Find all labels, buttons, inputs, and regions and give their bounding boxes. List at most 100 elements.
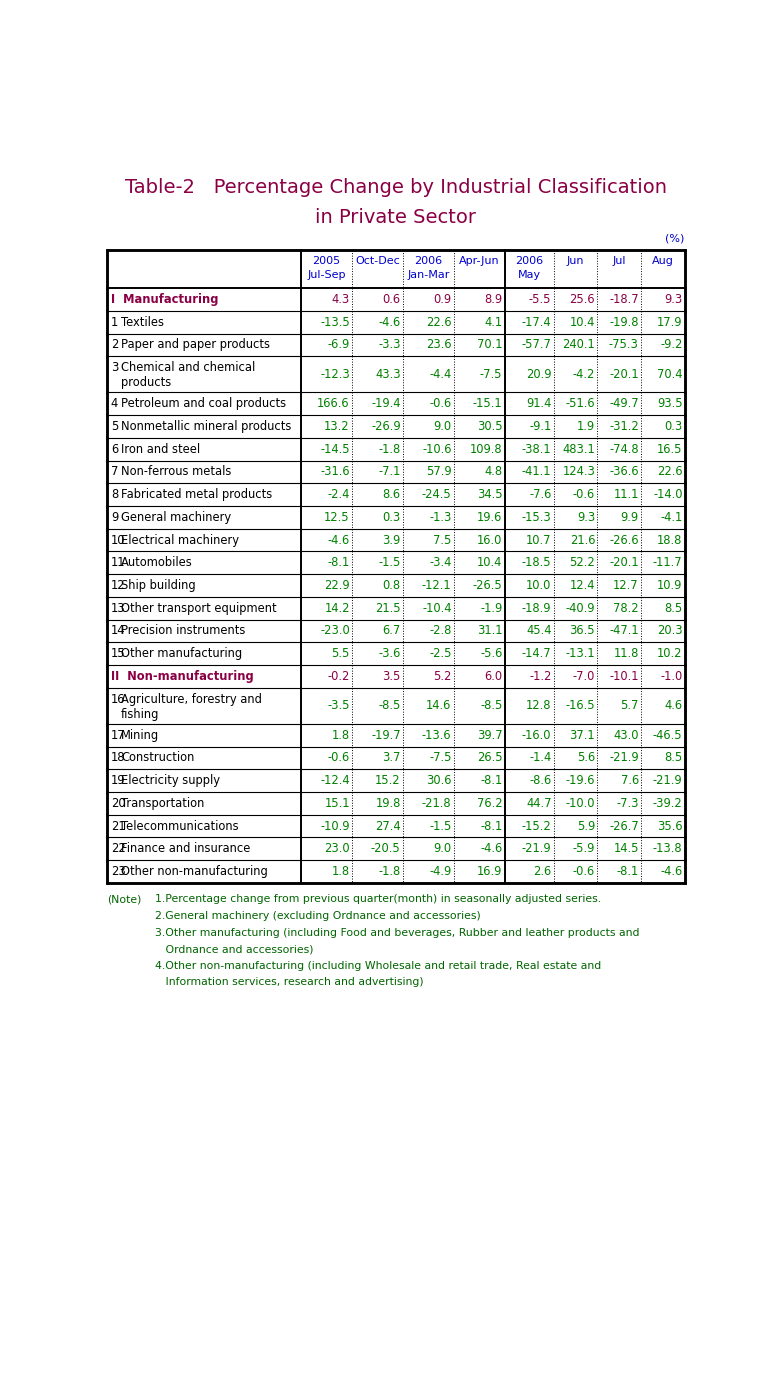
Text: Petroleum and coal products: Petroleum and coal products: [121, 397, 286, 411]
Text: Telecommunications: Telecommunications: [121, 820, 239, 833]
Text: -14.5: -14.5: [320, 442, 350, 456]
Text: 19: 19: [111, 774, 125, 787]
Text: -4.6: -4.6: [660, 866, 682, 878]
Text: -15.2: -15.2: [522, 820, 551, 833]
Text: Table-2   Percentage Change by Industrial Classification: Table-2 Percentage Change by Industrial …: [124, 179, 667, 198]
Text: -7.5: -7.5: [480, 368, 503, 381]
Text: -2.4: -2.4: [327, 488, 350, 502]
Text: -18.5: -18.5: [522, 556, 551, 569]
Text: Chemical and chemical: Chemical and chemical: [121, 361, 256, 374]
Text: -26.5: -26.5: [472, 578, 503, 592]
Text: 20.9: 20.9: [526, 368, 551, 381]
Text: -40.9: -40.9: [566, 602, 595, 614]
Text: -19.7: -19.7: [371, 728, 401, 742]
Text: 4.Other non-manufacturing (including Wholesale and retail trade, Real estate and: 4.Other non-manufacturing (including Who…: [154, 960, 601, 970]
Text: 21.6: 21.6: [570, 533, 595, 547]
Text: -0.2: -0.2: [327, 671, 350, 683]
Text: -7.6: -7.6: [529, 488, 551, 502]
Text: 17.9: 17.9: [657, 316, 682, 328]
Text: 124.3: 124.3: [562, 466, 595, 478]
Text: Oct-Dec: Oct-Dec: [355, 256, 400, 265]
Text: Agriculture, forestry and: Agriculture, forestry and: [121, 692, 262, 706]
Text: -5.6: -5.6: [480, 647, 503, 660]
Text: 9.3: 9.3: [577, 511, 595, 523]
Text: 15.1: 15.1: [324, 797, 350, 809]
Text: -74.8: -74.8: [609, 442, 639, 456]
Text: Electrical machinery: Electrical machinery: [121, 533, 239, 547]
Text: 70.4: 70.4: [657, 368, 682, 381]
Text: 14: 14: [111, 624, 125, 638]
Text: -1.8: -1.8: [378, 442, 401, 456]
Text: -7.0: -7.0: [573, 671, 595, 683]
Text: 5: 5: [111, 420, 118, 433]
Text: -15.3: -15.3: [522, 511, 551, 523]
Text: 19.8: 19.8: [375, 797, 401, 809]
Text: 57.9: 57.9: [426, 466, 452, 478]
Text: -75.3: -75.3: [609, 338, 639, 352]
Text: Jul-Sep: Jul-Sep: [307, 269, 346, 279]
Text: 0.3: 0.3: [382, 511, 401, 523]
Text: 76.2: 76.2: [477, 797, 503, 809]
Text: 2005: 2005: [313, 256, 340, 265]
Text: -51.6: -51.6: [566, 397, 595, 411]
Text: 16: 16: [111, 692, 125, 706]
Text: -10.4: -10.4: [422, 602, 452, 614]
Text: 1.Percentage change from previous quarter(month) in seasonally adjusted series.: 1.Percentage change from previous quarte…: [154, 894, 601, 904]
Text: 44.7: 44.7: [526, 797, 551, 809]
Text: -1.0: -1.0: [660, 671, 682, 683]
Text: -19.8: -19.8: [609, 316, 639, 328]
Text: -21.9: -21.9: [653, 774, 682, 787]
Text: 109.8: 109.8: [470, 442, 503, 456]
Text: General machinery: General machinery: [121, 511, 231, 523]
Text: -26.6: -26.6: [609, 533, 639, 547]
Text: -21.9: -21.9: [522, 842, 551, 856]
Text: 20.3: 20.3: [657, 624, 682, 638]
Text: -16.5: -16.5: [566, 699, 595, 712]
Text: 3: 3: [111, 361, 118, 374]
Text: 19.6: 19.6: [477, 511, 503, 523]
Text: 10.4: 10.4: [570, 316, 595, 328]
Text: -38.1: -38.1: [522, 442, 551, 456]
Text: 23: 23: [111, 866, 126, 878]
Text: -10.1: -10.1: [609, 671, 639, 683]
Text: 166.6: 166.6: [317, 397, 350, 411]
Text: Automobiles: Automobiles: [121, 556, 193, 569]
Text: -26.9: -26.9: [371, 420, 401, 433]
Text: 36.5: 36.5: [570, 624, 595, 638]
Text: 8.5: 8.5: [664, 602, 682, 614]
Text: 21: 21: [111, 820, 126, 833]
Text: -18.7: -18.7: [609, 293, 639, 306]
Text: 9.0: 9.0: [433, 420, 452, 433]
Text: 8.6: 8.6: [383, 488, 401, 502]
Bar: [107, 250, 685, 883]
Text: 18: 18: [111, 752, 125, 764]
Text: 11: 11: [111, 556, 125, 569]
Text: -4.9: -4.9: [429, 866, 452, 878]
Text: -10.9: -10.9: [320, 820, 350, 833]
Text: -23.0: -23.0: [320, 624, 350, 638]
Text: 15.2: 15.2: [375, 774, 401, 787]
Text: -3.6: -3.6: [378, 647, 401, 660]
Text: Information services, research and advertising): Information services, research and adver…: [154, 977, 423, 988]
Text: Other transport equipment: Other transport equipment: [121, 602, 276, 614]
Text: -7.1: -7.1: [378, 466, 401, 478]
Text: (Note): (Note): [107, 894, 142, 904]
Text: 37.1: 37.1: [570, 728, 595, 742]
Text: 12.8: 12.8: [526, 699, 551, 712]
Text: -1.8: -1.8: [378, 866, 401, 878]
Text: II  Non-manufacturing: II Non-manufacturing: [111, 671, 253, 683]
Text: -3.3: -3.3: [378, 338, 401, 352]
Text: 21.5: 21.5: [375, 602, 401, 614]
Text: -13.1: -13.1: [566, 647, 595, 660]
Text: Fabricated metal products: Fabricated metal products: [121, 488, 273, 502]
Text: 10.7: 10.7: [526, 533, 551, 547]
Text: -3.4: -3.4: [429, 556, 452, 569]
Text: 14.2: 14.2: [324, 602, 350, 614]
Text: 78.2: 78.2: [613, 602, 639, 614]
Text: -4.6: -4.6: [378, 316, 401, 328]
Text: 14.6: 14.6: [426, 699, 452, 712]
Text: 12.7: 12.7: [613, 578, 639, 592]
Text: -1.5: -1.5: [378, 556, 401, 569]
Text: Apr-Jun: Apr-Jun: [459, 256, 499, 265]
Text: 2006: 2006: [415, 256, 442, 265]
